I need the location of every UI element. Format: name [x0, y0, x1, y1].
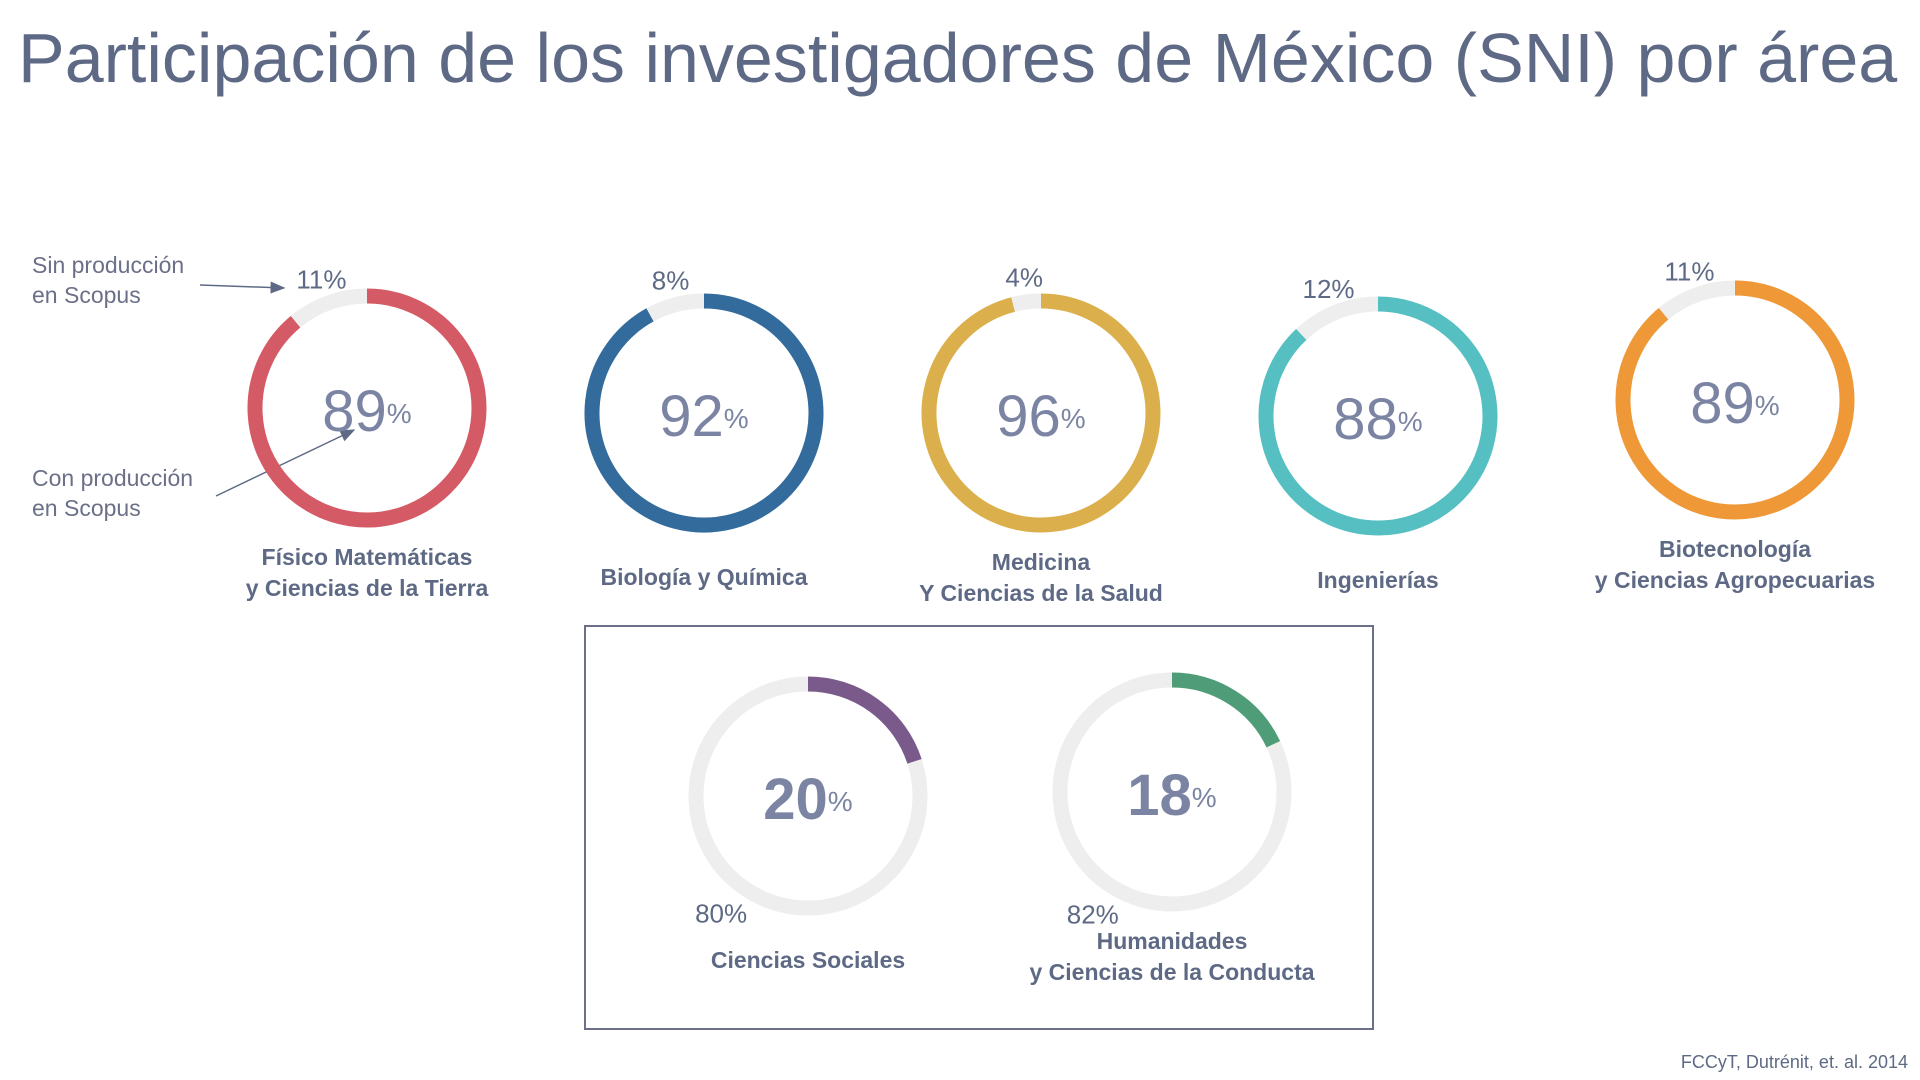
- center-unit: %: [828, 786, 853, 817]
- annotation: Con producción: [32, 465, 193, 491]
- segment-label: 12%: [1303, 274, 1355, 304]
- center-number: 88: [1333, 387, 1398, 452]
- donut-segment: [688, 676, 928, 916]
- segment-label: 80%: [695, 898, 747, 928]
- donut-segment: [290, 288, 368, 328]
- center-label: 92%: [659, 384, 748, 449]
- donut-segment: [921, 293, 1161, 533]
- category-label: Físico Matemáticas: [262, 544, 473, 570]
- donut-segment: [1011, 293, 1042, 312]
- page-title: Participación de los investigadores de M…: [18, 19, 1897, 97]
- center-number: 92: [659, 384, 724, 449]
- donut-segment: [1615, 280, 1855, 520]
- center-unit: %: [1061, 403, 1086, 434]
- segment-label: 11%: [296, 264, 346, 294]
- center-label: 88%: [1333, 387, 1422, 452]
- annotation-arrow: [215, 429, 356, 497]
- center-unit: %: [387, 398, 412, 429]
- category-label: y Ciencias Agropecuarias: [1595, 567, 1875, 593]
- center-label: 89%: [322, 379, 411, 444]
- donut-segment: [646, 293, 705, 322]
- center-number: 89: [322, 379, 387, 444]
- center-label: 18%: [1127, 763, 1216, 828]
- category-label: Ingenierías: [1317, 567, 1438, 593]
- segment-label: 11%: [1664, 256, 1714, 286]
- donut-segment: [1258, 296, 1498, 536]
- annotation: Sin producción: [32, 252, 184, 278]
- center-label: 20%: [763, 767, 852, 832]
- center-number: 20: [763, 767, 828, 832]
- center-label: 96%: [996, 384, 1085, 449]
- center-number: 89: [1690, 371, 1755, 436]
- center-number: 18: [1127, 763, 1192, 828]
- highlight-box: [584, 625, 1374, 1030]
- annotation: en Scopus: [32, 282, 141, 308]
- category-label: Medicina: [992, 549, 1091, 575]
- center-unit: %: [1755, 390, 1780, 421]
- donut-segment: [1052, 672, 1292, 912]
- donut-segment: [1171, 672, 1281, 748]
- source: FCCyT, Dutrénit, et. al. 2014: [1681, 1052, 1908, 1072]
- center-label: 89%: [1690, 371, 1779, 436]
- donut-segment: [1296, 296, 1379, 340]
- segment-label: 82%: [1067, 900, 1119, 930]
- category-label: Humanidades: [1097, 928, 1248, 954]
- center-unit: %: [1192, 782, 1217, 813]
- donut-segment: [1658, 280, 1736, 320]
- annotation-arrow: [199, 281, 286, 294]
- category-label: Y Ciencias de la Salud: [919, 580, 1163, 606]
- category-label: y Ciencias de la Conducta: [1029, 959, 1314, 985]
- center-unit: %: [1398, 406, 1423, 437]
- center-number: 96: [996, 384, 1061, 449]
- donut-segment: [807, 676, 922, 764]
- center-unit: %: [724, 403, 749, 434]
- donut-segment: [247, 288, 487, 528]
- category-label: y Ciencias de la Tierra: [246, 575, 489, 601]
- category-label: Biología y Química: [600, 564, 807, 590]
- segment-label: 8%: [652, 266, 690, 296]
- donut-segment: [584, 293, 824, 533]
- category-label: Biotecnología: [1659, 536, 1811, 562]
- annotation: en Scopus: [32, 495, 141, 521]
- segment-label: 4%: [1005, 263, 1043, 293]
- category-label: Ciencias Sociales: [711, 947, 905, 973]
